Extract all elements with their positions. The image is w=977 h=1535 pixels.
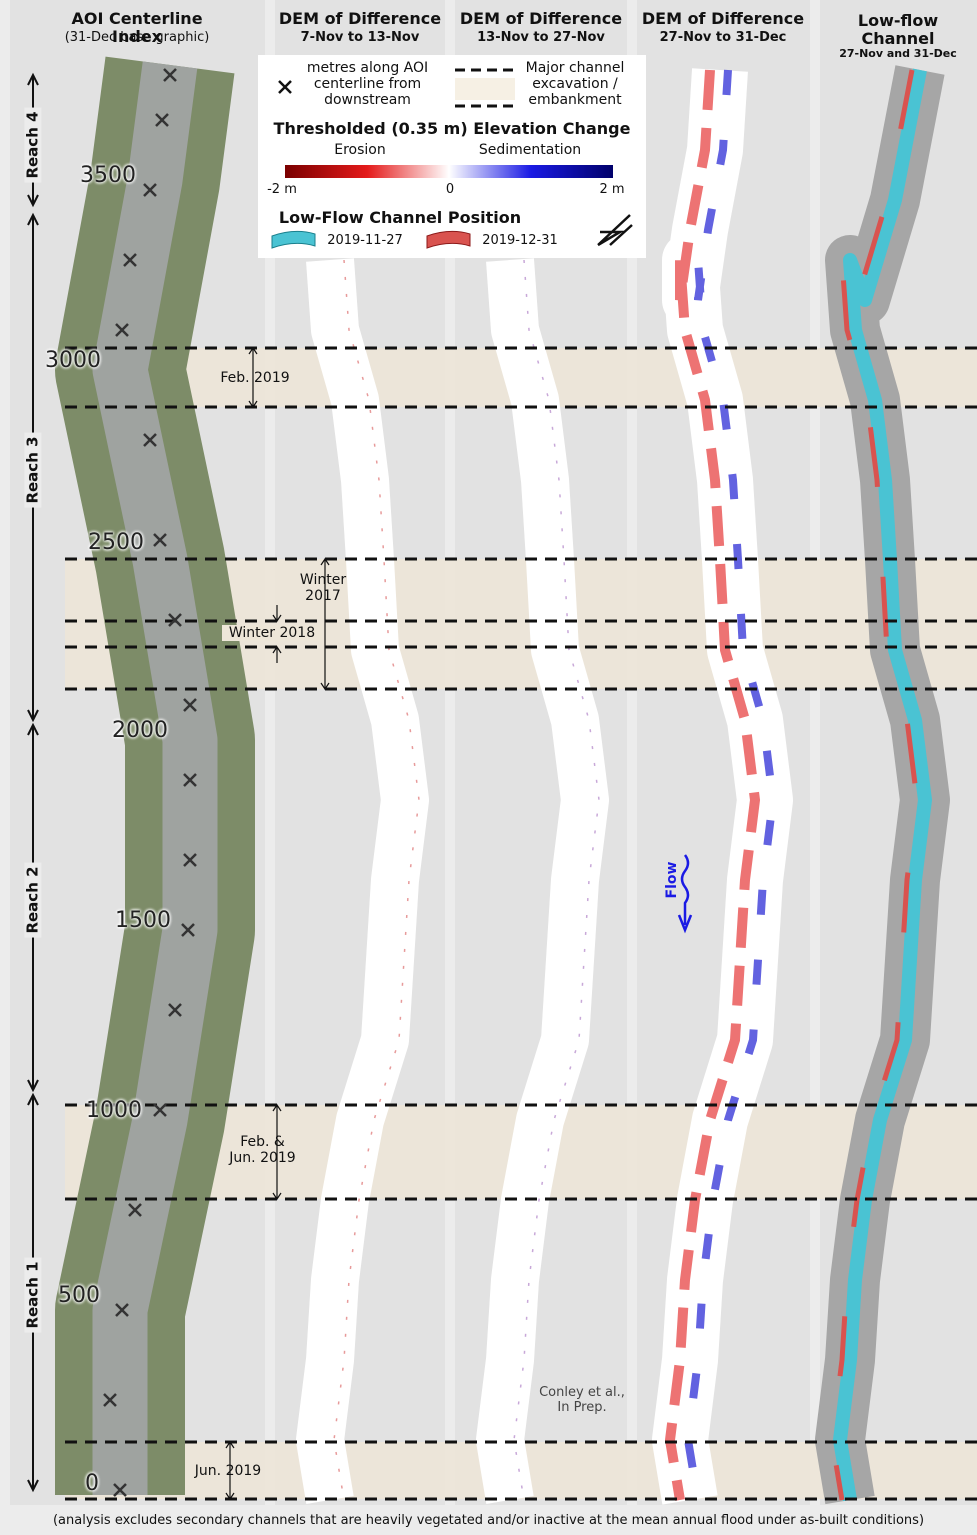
legend-text: 0 bbox=[430, 183, 470, 198]
legend-text: Sedimentation bbox=[470, 142, 590, 158]
distance-label: 2500 bbox=[88, 530, 144, 555]
legend-text: metres along AOI centerline from downstr… bbox=[300, 60, 435, 108]
panel-subtitle: 7-Nov to 13-Nov bbox=[270, 31, 450, 46]
legend-text: 2019-12-31 bbox=[475, 234, 565, 249]
distance-label: 1000 bbox=[86, 1098, 142, 1123]
panel-subtitle: (31-Dec base graphic) bbox=[47, 31, 227, 46]
reach-label: Reach 1 bbox=[24, 1257, 41, 1332]
zone-label: Winter 2017 bbox=[293, 572, 353, 604]
legend-title: Low-Flow Channel Position bbox=[270, 209, 530, 227]
distance-label: 3500 bbox=[80, 163, 136, 188]
legend-text: 2019-11-27 bbox=[320, 234, 410, 249]
distance-label: 2000 bbox=[112, 718, 168, 743]
zone-label: Winter 2018 bbox=[222, 625, 322, 641]
colorbar bbox=[285, 165, 613, 178]
legend-text: Major channel excavation / embankment bbox=[520, 60, 630, 108]
figure: AOI Centerline Index(31-Dec base graphic… bbox=[0, 0, 977, 1535]
map-art bbox=[0, 0, 977, 1535]
zone-label: Feb. 2019 bbox=[205, 370, 305, 386]
legend-text: 2 m bbox=[592, 183, 632, 198]
panel-title: DEM of Difference bbox=[633, 10, 813, 28]
zone-label: Feb. & Jun. 2019 bbox=[225, 1134, 300, 1166]
panel-subtitle: 27-Nov to 31-Dec bbox=[633, 31, 813, 46]
distance-label: 3000 bbox=[45, 348, 101, 373]
legend-text: -2 m bbox=[262, 183, 302, 198]
panel-title: DEM of Difference bbox=[270, 10, 450, 28]
panel-subtitle: 13-Nov to 27-Nov bbox=[451, 31, 631, 46]
distance-label: 0 bbox=[85, 1471, 99, 1496]
panel-title: DEM of Difference bbox=[451, 10, 631, 28]
credit: Conley et al., In Prep. bbox=[532, 1386, 632, 1416]
footnote: (analysis excludes secondary channels th… bbox=[0, 1514, 977, 1529]
reach-label: Reach 4 bbox=[24, 107, 41, 182]
legend-text: Erosion bbox=[310, 142, 410, 158]
panel-subtitle: 27-Nov and 31-Dec bbox=[808, 48, 977, 61]
reach-label: Reach 2 bbox=[24, 862, 41, 937]
zone-label: Jun. 2019 bbox=[178, 1463, 278, 1479]
reach-label: Reach 3 bbox=[24, 432, 41, 507]
legend-band bbox=[455, 78, 515, 100]
distance-label: 500 bbox=[58, 1283, 100, 1308]
panel-title: Low-flow Channel bbox=[843, 12, 953, 49]
legend-title: Thresholded (0.35 m) Elevation Change bbox=[262, 120, 642, 138]
distance-label: 1500 bbox=[115, 908, 171, 933]
flow-label: Flow bbox=[664, 862, 680, 899]
